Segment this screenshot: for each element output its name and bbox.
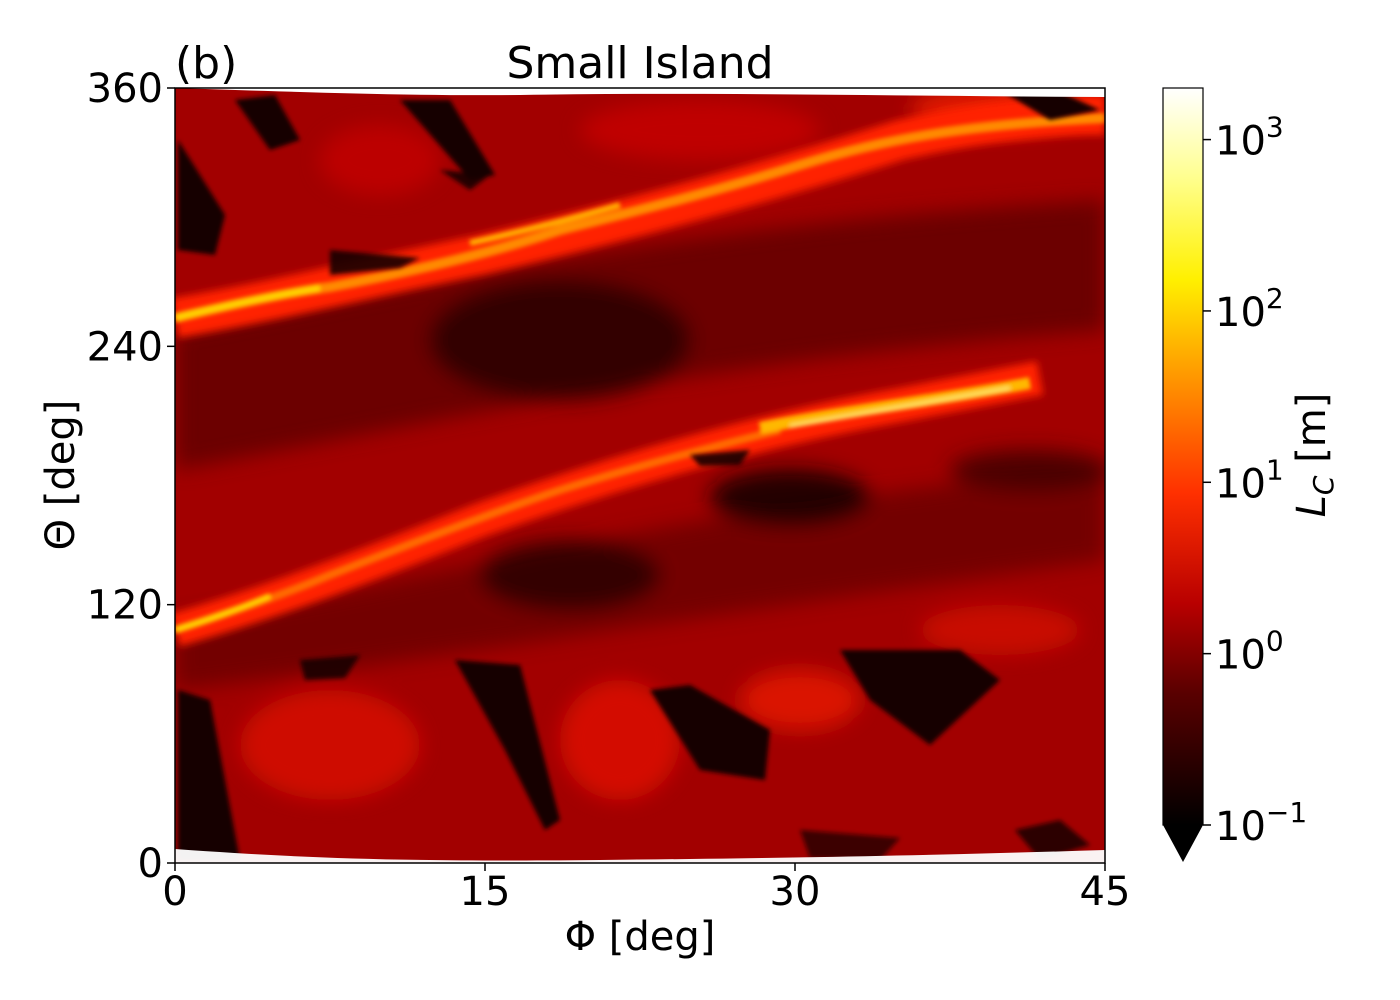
y-tick-label: 120 xyxy=(87,583,163,629)
x-tick-label: 45 xyxy=(1080,869,1131,915)
colorbar-extend-min xyxy=(1163,825,1203,862)
x-axis-label: Φ [deg] xyxy=(565,914,716,960)
chart-title: Small Island xyxy=(506,38,773,89)
panel-label: (b) xyxy=(175,38,237,89)
y-axis-ticks: 0 120 240 360 xyxy=(87,66,175,887)
y-tick-label: 240 xyxy=(87,324,163,370)
x-tick-label: 15 xyxy=(460,869,511,915)
x-tick-label: 30 xyxy=(770,869,821,915)
colorbar-gradient xyxy=(1162,87,1204,826)
colorbar-tick-label: 102 xyxy=(1215,282,1284,336)
colorbar-tick-label: 100 xyxy=(1215,625,1284,679)
colorbar-tick-label: 10−1 xyxy=(1215,796,1307,850)
x-axis-ticks: 0 15 30 45 xyxy=(162,863,1130,915)
colorbar-tick-label: 101 xyxy=(1215,453,1284,507)
heatmap-field xyxy=(175,88,1105,863)
colorbar-ticks: 10−1 100 101 102 103 xyxy=(1203,111,1307,850)
colorbar-tick-label: 103 xyxy=(1215,111,1284,165)
y-axis-label: Θ [deg] xyxy=(38,400,84,551)
colorbar: 10−1 100 101 102 103 LC [m] xyxy=(1162,87,1340,862)
y-tick-label: 360 xyxy=(87,66,163,112)
plot-frame xyxy=(174,87,1106,864)
x-tick-label: 0 xyxy=(162,869,187,915)
y-tick-label: 0 xyxy=(138,841,163,887)
colorbar-label: LC [m] xyxy=(1289,393,1340,518)
